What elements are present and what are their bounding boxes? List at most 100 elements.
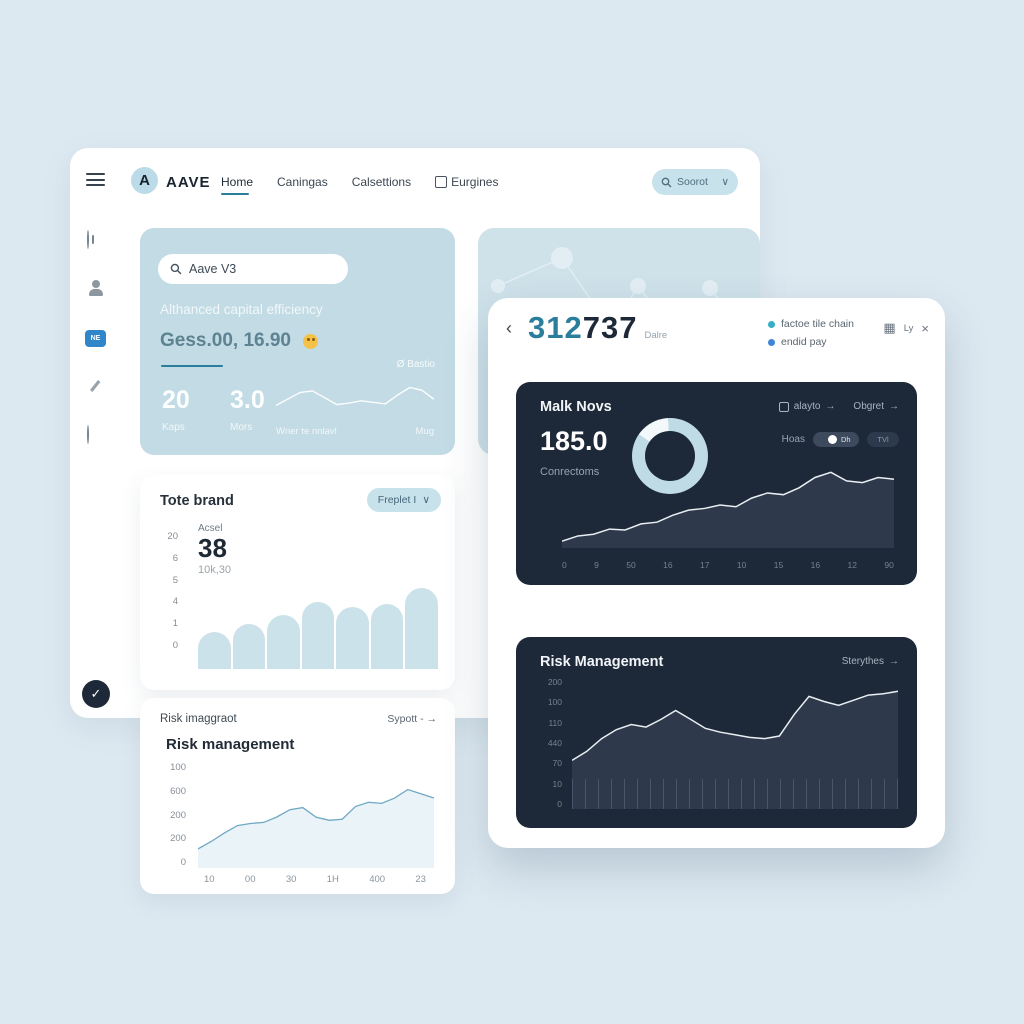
nav-item-home[interactable]: Home: [221, 175, 254, 189]
link-label: alayto: [793, 401, 821, 412]
overlay-big-number: 312 737 Dalre: [528, 310, 667, 346]
bar: [405, 588, 439, 669]
x-axis-ticks: 10 00 30 1H 400 23: [204, 874, 426, 885]
tick-label: 4: [172, 596, 178, 608]
teal-dot-icon: [768, 320, 775, 328]
tick-label: 50: [626, 560, 636, 570]
tick-label: 600: [170, 785, 186, 797]
search-icon: [170, 263, 182, 275]
close-icon[interactable]: ×: [921, 320, 929, 336]
stat-label: Mors: [230, 422, 253, 433]
tick-label: 0: [172, 639, 178, 651]
number-suffix: Dalre: [644, 330, 668, 341]
tick-label: 200: [170, 809, 186, 821]
hero-badge: Ø Bastio: [396, 359, 435, 370]
toggle-option-inactive[interactable]: TVl: [867, 432, 899, 447]
y-axis-ticks: 200 100 110 440 70 10 0: [530, 677, 562, 809]
overlay-meta: factoe tile chain endid pay: [768, 318, 854, 348]
dropdown-label: Freplet I: [377, 494, 417, 506]
card-title: Tote brand: [160, 493, 234, 509]
period-dropdown[interactable]: Freplet I ∨: [366, 488, 441, 512]
risk-management-dark-card: Risk Management Sterythes → 200 100 110 440…: [516, 637, 917, 828]
stat-label: Acsel: [198, 523, 223, 534]
line-chart: [198, 762, 434, 868]
search-value: Aave V3: [189, 262, 237, 276]
number-secondary: 737: [582, 310, 638, 345]
card-value-label: Conrectoms: [540, 466, 600, 478]
tick-label: 17: [700, 560, 710, 570]
mini-square-icon: [778, 401, 789, 412]
card-title: Risk Management: [540, 654, 664, 670]
nav-item-eurgines[interactable]: Eurgines: [435, 175, 498, 189]
spark-caption-left: Wner te nnlavl: [276, 426, 337, 437]
donut-chart: [632, 418, 708, 494]
period-toggle: Hoas Dh TVl: [782, 432, 899, 447]
stat-value: 20: [162, 386, 190, 414]
metric-value: Gess.00, 16.90: [160, 330, 291, 351]
sidebar-item-edit[interactable]: [87, 377, 103, 398]
tote-stat: Acsel 38 10k,30: [198, 523, 231, 576]
meta-label: endid pay: [781, 336, 827, 348]
hero-card: Aave V3 Althanced capital efficiency Ges…: [140, 228, 455, 455]
spark-caption-right: Mug: [415, 426, 434, 437]
sidebar-item-network[interactable]: [87, 425, 89, 444]
ne-badge-icon: NE: [85, 330, 106, 347]
alayto-link[interactable]: alayto →: [778, 401, 835, 412]
meta-row: endid pay: [768, 336, 854, 348]
menu-icon[interactable]: [86, 173, 105, 186]
search-label: Soorot: [677, 176, 708, 188]
toggle-option-active[interactable]: Dh: [813, 432, 859, 447]
hero-metric: Gess.00, 16.90: [160, 330, 318, 352]
support-link[interactable]: Sypott - →: [387, 713, 437, 725]
tick-label: 15: [773, 560, 784, 570]
tick-label: 200: [170, 833, 186, 845]
user-icon: [88, 280, 104, 296]
tick-label: 0: [562, 560, 567, 570]
link-label: Obgret: [853, 401, 884, 412]
sidebar-item-overview[interactable]: [87, 230, 89, 249]
nav-item-calsettions[interactable]: Calsettions: [351, 175, 412, 189]
network-graph: [491, 247, 735, 321]
y-axis-ticks: 100 600 200 200 0: [164, 762, 186, 868]
tote-brand-card: Tote brand Freplet I ∨ 20 6 5 4 1 0 Acsel 38 …: [140, 475, 455, 690]
search-button[interactable]: Soorot ∨: [652, 169, 738, 195]
link-label: Sypott -: [387, 713, 424, 725]
back-button[interactable]: ‹: [506, 318, 512, 338]
bar: [198, 632, 231, 669]
card-title: Malk Novs: [540, 399, 612, 415]
obgret-link[interactable]: Obgret →: [853, 401, 899, 412]
tick-label: 5: [172, 574, 178, 586]
stat-value: 3.0: [230, 386, 265, 414]
stat-mors: 3.0 Mors: [230, 386, 265, 434]
sidebar-item-ne[interactable]: NE: [85, 330, 106, 347]
sidebar-check-button[interactable]: ✓: [82, 680, 110, 708]
tick-label: 90: [884, 560, 894, 570]
arrow-icon: →: [889, 656, 899, 667]
risk-management-card: Risk imaggraot Sypott - → Risk managemen…: [140, 698, 455, 894]
tick-label: 0: [180, 857, 186, 868]
tick-label: 1: [172, 618, 178, 630]
card-title: Risk management: [166, 736, 295, 753]
stat-kaps: 20 Kaps: [162, 386, 190, 434]
toggle-text: TVl: [877, 435, 889, 444]
stat-label: Kaps: [162, 422, 185, 433]
sterythes-link[interactable]: Sterythes →: [842, 656, 899, 667]
nav-item-caningas[interactable]: Caningas: [277, 175, 328, 189]
tick-label: 10: [552, 778, 562, 789]
hero-sparkline: [276, 378, 434, 416]
blue-dot-icon: [768, 338, 775, 346]
grid-icon[interactable]: ▦: [883, 320, 896, 335]
tick-comb: [572, 779, 898, 809]
brand-name: AAVE: [166, 174, 211, 191]
bar: [267, 615, 300, 669]
bar: [232, 623, 266, 669]
tick-label: 70: [552, 758, 562, 769]
sidebar-item-profile[interactable]: [88, 280, 104, 296]
globe-icon: [87, 425, 89, 444]
asset-search-input[interactable]: Aave V3: [158, 254, 348, 284]
area-chart: [562, 462, 894, 548]
toggle-label: Hoas: [781, 434, 805, 445]
area-chart: [572, 681, 898, 809]
number-primary: 312: [528, 310, 583, 345]
bar: [301, 601, 335, 669]
